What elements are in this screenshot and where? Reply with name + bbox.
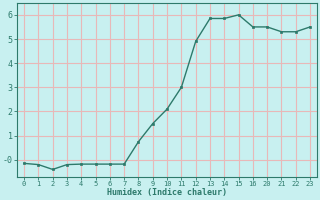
X-axis label: Humidex (Indice chaleur): Humidex (Indice chaleur) (107, 188, 227, 197)
